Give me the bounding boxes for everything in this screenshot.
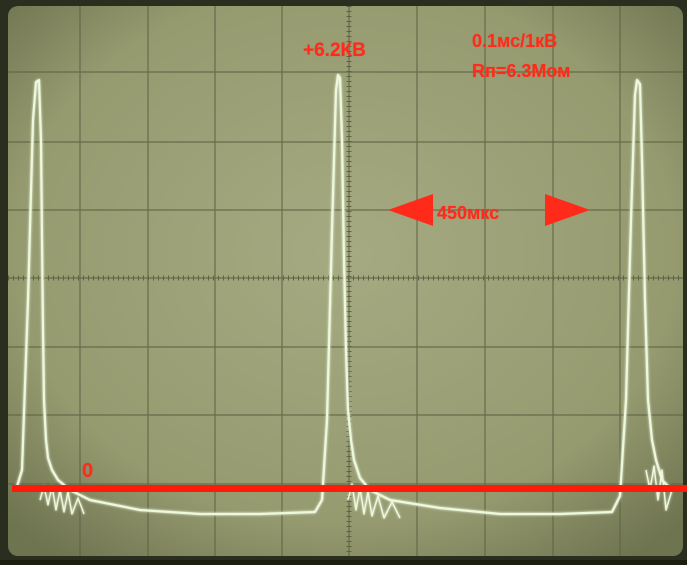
center-axis-ticks [8,6,683,556]
period-label: 450мкс [437,203,500,223]
zero-level-label: 0 [82,460,94,482]
load-resistance-label: Rп=6.3Мом [472,61,571,81]
pulse-1 [14,73,673,516]
peak-voltage-label: +6.2КВ [303,40,366,61]
scale-label: 0.1мс/1кВ [472,31,558,51]
zero-reference-line [12,485,687,492]
arrow-left-icon [388,194,433,226]
arrow-right-icon [545,194,590,226]
